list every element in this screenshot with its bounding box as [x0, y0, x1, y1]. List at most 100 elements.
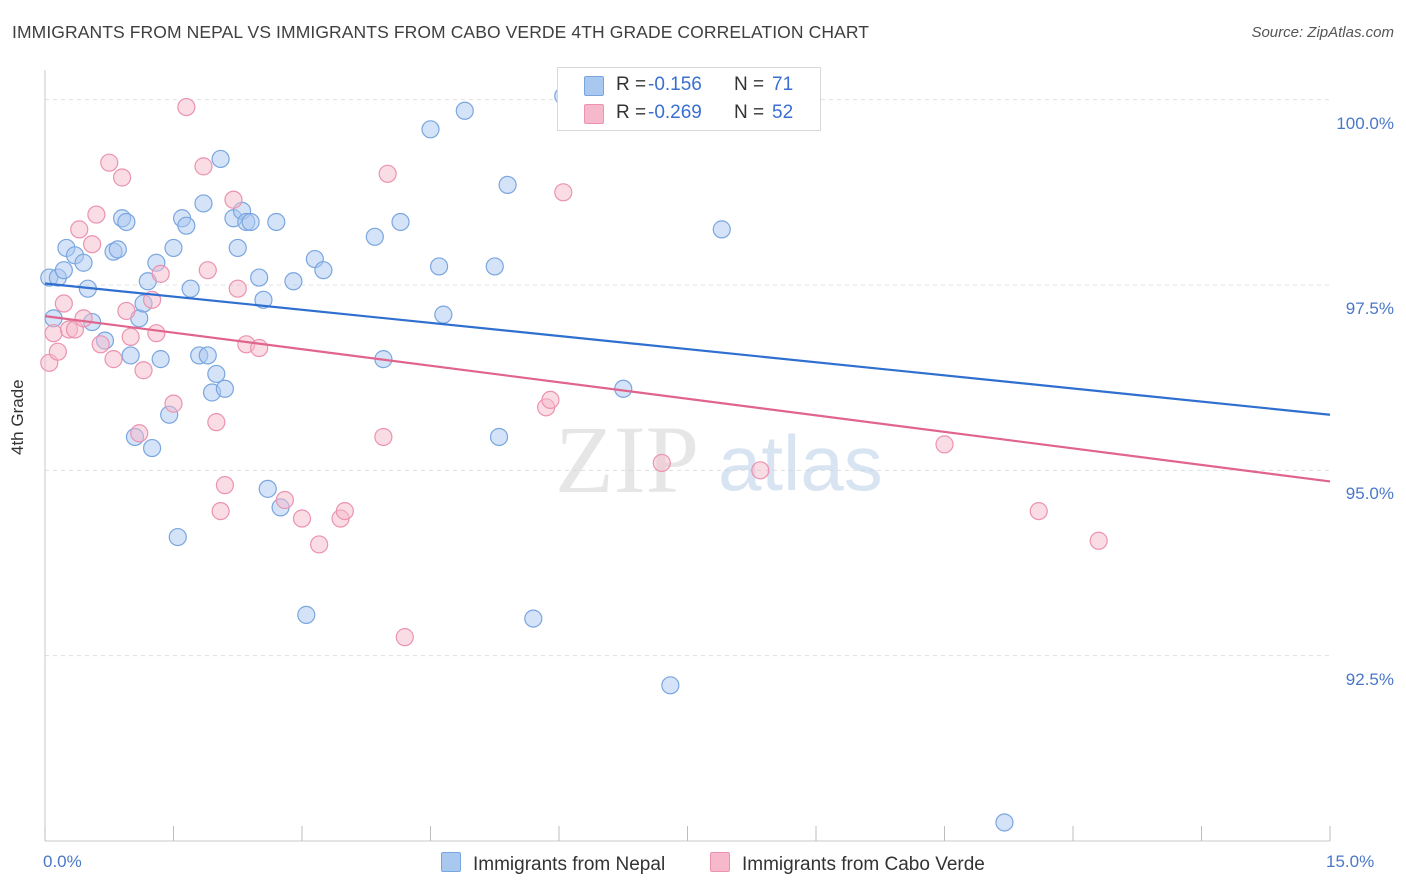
point-nepal[interactable] [168, 527, 187, 547]
point-cabo-verde[interactable] [112, 168, 132, 187]
point-nepal[interactable] [489, 427, 509, 447]
point-cabo-verde[interactable] [207, 413, 226, 432]
legend-r-label: R = [616, 74, 647, 95]
watermark-zip: ZIP [555, 406, 699, 513]
point-cabo-verde[interactable] [1029, 502, 1048, 521]
point-cabo-verde[interactable] [83, 235, 102, 254]
point-nepal[interactable] [455, 101, 474, 120]
point-cabo-verde[interactable] [134, 361, 153, 380]
point-cabo-verde[interactable] [292, 509, 312, 528]
point-cabo-verde[interactable] [151, 264, 170, 283]
y-tick-label: 92.5% [1345, 669, 1394, 689]
point-cabo-verde[interactable] [48, 342, 67, 361]
point-nepal[interactable] [284, 272, 303, 291]
point-cabo-verde[interactable] [228, 279, 247, 298]
point-nepal[interactable] [207, 364, 226, 384]
chart-title: IMMIGRANTS FROM NEPAL VS IMMIGRANTS FROM… [12, 22, 870, 42]
point-nepal[interactable] [164, 238, 183, 258]
legend-r-label: R = [616, 102, 647, 123]
y-tick-label: 95.0% [1345, 484, 1394, 504]
point-nepal[interactable] [117, 212, 136, 232]
point-cabo-verde[interactable] [935, 435, 954, 454]
point-cabo-verde[interactable] [44, 324, 63, 343]
point-cabo-verde[interactable] [164, 394, 183, 413]
point-nepal[interactable] [365, 227, 384, 246]
point-nepal[interactable] [181, 279, 200, 298]
x-tick-label-max: 15.0% [1326, 852, 1375, 871]
legend-item-nepal[interactable]: Immigrants from Nepal [441, 852, 665, 876]
point-nepal[interactable] [421, 120, 440, 139]
point-nepal[interactable] [661, 676, 680, 695]
point-nepal[interactable] [267, 212, 286, 232]
point-nepal[interactable] [524, 609, 543, 628]
point-nepal[interactable] [194, 194, 213, 213]
point-nepal[interactable] [54, 261, 73, 280]
point-cabo-verde[interactable] [211, 502, 230, 521]
legend-swatch-nepal [584, 76, 604, 96]
point-cabo-verde[interactable] [130, 424, 149, 443]
point-cabo-verde[interactable] [194, 157, 213, 176]
point-cabo-verde[interactable] [751, 461, 770, 480]
point-nepal[interactable] [498, 175, 517, 195]
point-nepal[interactable] [995, 813, 1014, 832]
legend-swatch-cabo-verde [710, 852, 730, 872]
point-nepal[interactable] [108, 240, 127, 259]
legend-r-value-nepal: -0.156 [648, 74, 702, 95]
legend-r-value-cabo-verde: -0.269 [648, 102, 702, 123]
point-cabo-verde[interactable] [215, 476, 234, 495]
point-nepal[interactable] [215, 379, 234, 398]
y-tick-label: 100.0% [1336, 113, 1394, 133]
point-nepal[interactable] [429, 257, 449, 276]
point-cabo-verde[interactable] [87, 205, 106, 224]
point-cabo-verde[interactable] [104, 350, 123, 369]
point-cabo-verde[interactable] [121, 327, 140, 346]
point-nepal[interactable] [228, 238, 247, 258]
point-nepal[interactable] [198, 346, 217, 365]
point-nepal[interactable] [712, 220, 731, 239]
point-nepal[interactable] [485, 257, 504, 276]
point-cabo-verde[interactable] [177, 97, 196, 117]
point-nepal[interactable] [142, 438, 162, 458]
point-cabo-verde[interactable] [117, 301, 136, 321]
point-nepal[interactable] [74, 253, 93, 272]
legend-n-value-cabo-verde: 52 [772, 102, 794, 123]
grid-lines [45, 99, 1330, 657]
point-cabo-verde[interactable] [70, 220, 89, 239]
point-nepal[interactable] [434, 305, 453, 324]
point-cabo-verde[interactable] [335, 502, 354, 521]
point-cabo-verde[interactable] [91, 335, 110, 354]
point-nepal[interactable] [121, 346, 140, 365]
point-nepal[interactable] [391, 212, 410, 232]
legend-item-cabo-verde[interactable]: Immigrants from Cabo Verde [710, 852, 985, 876]
point-cabo-verde[interactable] [395, 628, 414, 647]
point-nepal[interactable] [258, 479, 277, 498]
watermark-atlas: atlas [718, 419, 883, 507]
point-cabo-verde[interactable] [374, 427, 393, 447]
point-cabo-verde[interactable] [652, 453, 671, 473]
legend-swatch-nepal [441, 852, 461, 872]
point-nepal[interactable] [250, 268, 269, 287]
point-cabo-verde[interactable] [541, 390, 560, 409]
point-cabo-verde[interactable] [1089, 531, 1108, 550]
point-cabo-verde[interactable] [54, 294, 73, 313]
point-nepal[interactable] [297, 605, 316, 624]
point-nepal[interactable] [241, 212, 260, 232]
point-nepal[interactable] [151, 350, 170, 369]
point-nepal[interactable] [314, 261, 333, 280]
point-cabo-verde[interactable] [310, 535, 329, 554]
point-cabo-verde[interactable] [100, 153, 119, 172]
x-tick-label-min: 0.0% [43, 852, 82, 871]
point-nepal[interactable] [177, 216, 196, 235]
point-cabo-verde[interactable] [554, 183, 573, 202]
point-cabo-verde[interactable] [275, 490, 294, 510]
point-cabo-verde[interactable] [378, 164, 397, 183]
point-cabo-verde[interactable] [224, 190, 243, 209]
point-cabo-verde[interactable] [198, 261, 217, 280]
legend-swatch-cabo-verde [584, 104, 604, 124]
axes [44, 70, 1331, 842]
point-cabo-verde[interactable] [147, 324, 166, 343]
point-nepal[interactable] [254, 290, 273, 309]
point-cabo-verde[interactable] [74, 309, 93, 328]
point-nepal[interactable] [211, 149, 230, 169]
